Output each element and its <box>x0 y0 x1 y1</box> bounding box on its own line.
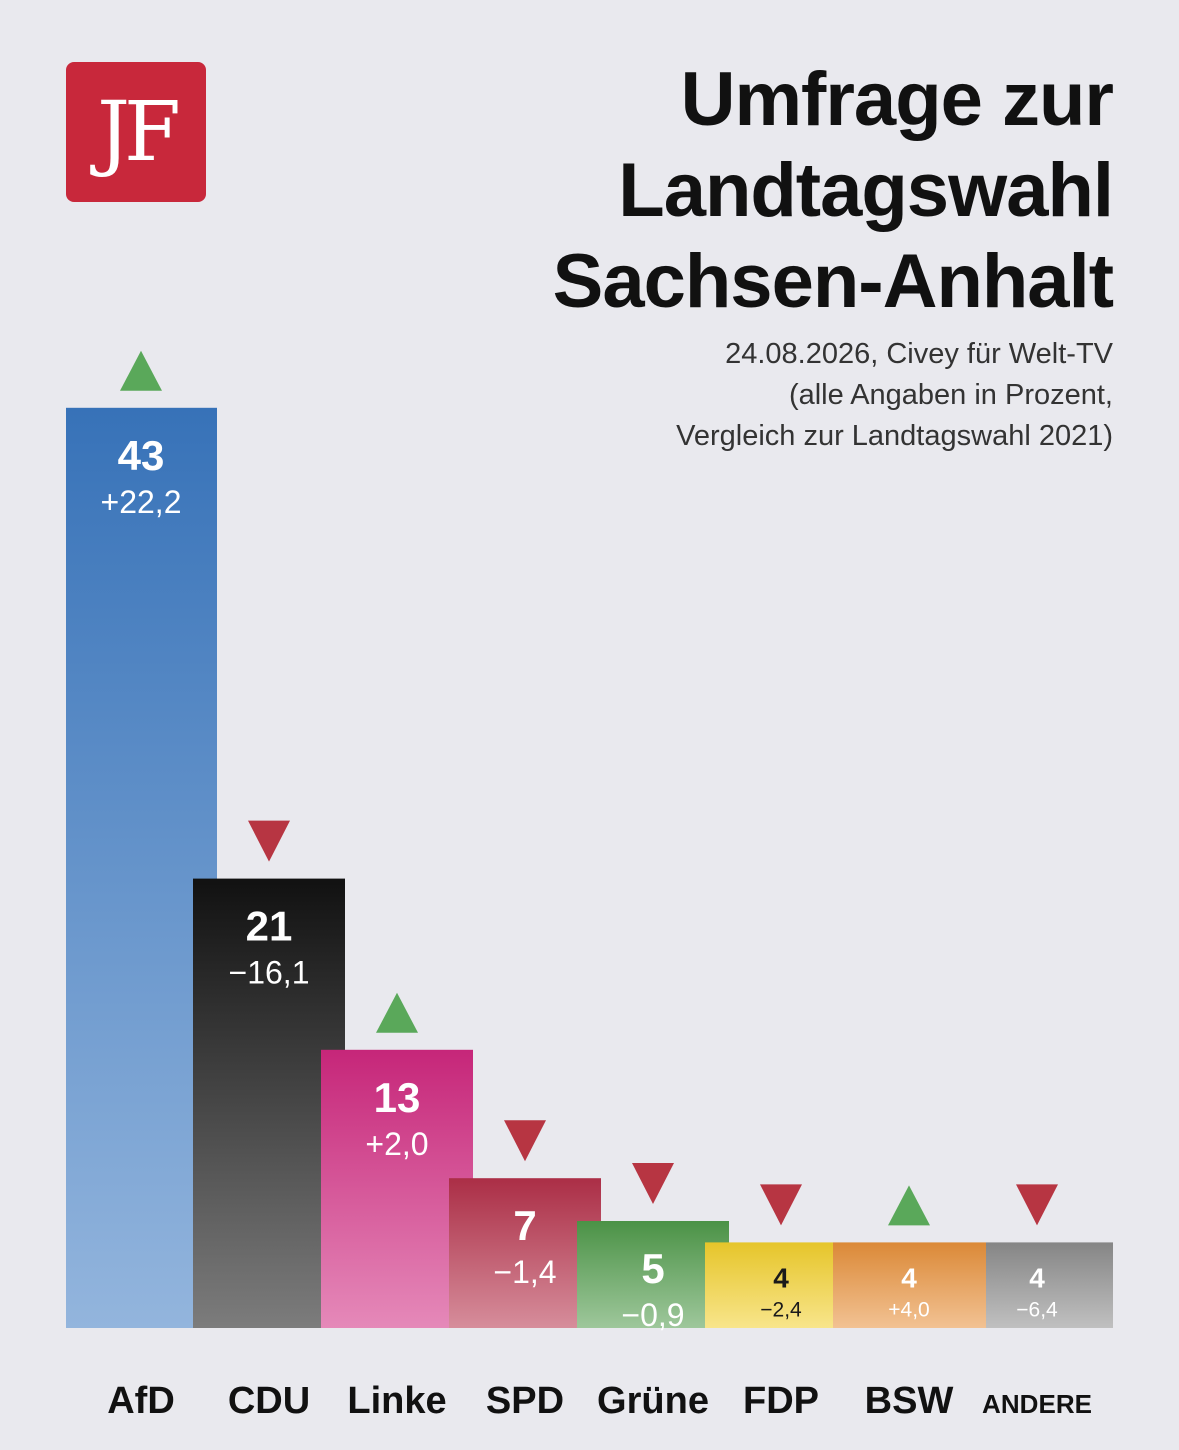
trend-up-icon <box>120 350 162 391</box>
bar-spd <box>449 1178 601 1328</box>
subtitle-line-1: 24.08.2026, Civey für Welt-TV <box>725 338 1113 370</box>
bar-value-label: 4 <box>901 1262 917 1293</box>
bar-value-label: 13 <box>374 1074 421 1121</box>
bar-andere <box>986 1242 1113 1328</box>
trend-down-icon <box>632 1163 674 1204</box>
trend-down-icon <box>1016 1184 1058 1226</box>
title-line-2: Landtagswahl <box>618 148 1114 233</box>
bar-change-label: +2,0 <box>365 1126 428 1162</box>
jf-logo: JF <box>66 62 206 202</box>
bar-value-label: 4 <box>773 1262 789 1293</box>
bar-bsw <box>833 1242 986 1328</box>
chart-subtitle: 24.08.2026, Civey für Welt-TV (alle Anga… <box>413 334 1113 457</box>
trend-down-icon <box>248 820 290 862</box>
subtitle-line-2: (alle Angaben in Prozent, <box>788 379 1113 411</box>
bar-afd <box>66 407 217 1328</box>
category-label: AfD <box>107 1380 175 1422</box>
category-label: SPD <box>486 1380 564 1422</box>
bar-change-label: −2,4 <box>760 1298 802 1321</box>
bar-value-label: 7 <box>513 1202 536 1249</box>
trend-down-icon <box>504 1120 546 1162</box>
title-line-1: Umfrage zur <box>680 57 1114 142</box>
bar-change-label: −6,4 <box>1016 1298 1058 1321</box>
category-label: Linke <box>347 1380 446 1422</box>
bar-change-label: −0,9 <box>621 1297 684 1333</box>
trend-up-icon <box>376 992 418 1033</box>
bar-value-label: 4 <box>1029 1262 1045 1293</box>
bar-cdu <box>193 878 345 1328</box>
bar-gr-ne <box>577 1221 729 1328</box>
category-label: CDU <box>228 1380 310 1422</box>
trend-up-icon <box>888 1185 930 1226</box>
bar-change-label: +22,2 <box>101 484 182 520</box>
bar-linke <box>321 1049 473 1328</box>
bar-fdp <box>705 1242 833 1328</box>
bar-value-label: 21 <box>246 903 293 950</box>
category-label: BSW <box>865 1380 954 1422</box>
title-line-3: Sachsen-Anhalt <box>552 239 1114 324</box>
subtitle-line-3: Vergleich zur Landtagswahl 2021) <box>676 420 1113 452</box>
category-label: FDP <box>743 1380 819 1422</box>
bar-value-label: 43 <box>118 432 165 479</box>
bar-change-label: +4,0 <box>888 1298 929 1321</box>
trend-down-icon <box>760 1184 802 1226</box>
category-label: ANDERE <box>982 1389 1092 1419</box>
bar-change-label: −1,4 <box>493 1254 556 1290</box>
page-title: Umfrage zur Landtagswahl Sachsen-Anhalt <box>213 54 1114 327</box>
category-label: Grüne <box>597 1380 709 1422</box>
bar-value-label: 5 <box>641 1245 664 1292</box>
bar-change-label: −16,1 <box>229 955 310 991</box>
